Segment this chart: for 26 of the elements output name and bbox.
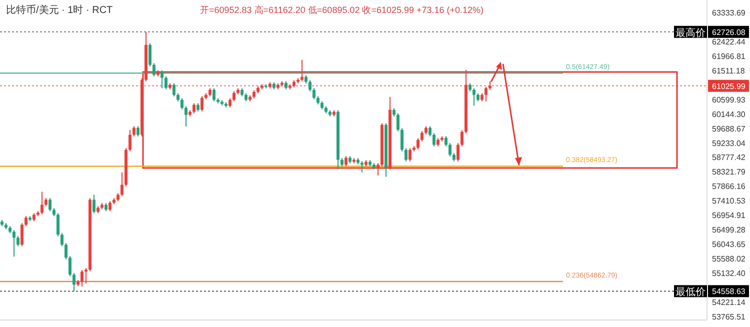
annotation: 开=60952.83 高=61162.20 低=60895.02 收=61025.99 +73.16 (+0.12%) [200,5,484,15]
y-tick-label: 61025.99 [712,82,746,91]
y-tick-label: 59233.04 [712,138,746,148]
y-tick-label: 56043.65 [712,240,746,250]
y-tick-label: 55588.02 [712,254,746,264]
y-tick-label: 54558.63 [712,287,746,296]
y-tick-label: 61966.81 [712,52,746,61]
y-tick-label: 63333.69 [712,8,746,18]
y-tick-label: 55132.40 [712,268,746,278]
y-tick-label: 60599.93 [712,95,746,104]
ref-line-label: 最高价 [676,26,706,39]
y-tick-label: 54221.14 [712,298,746,307]
y-tick-label: 62422.44 [712,38,746,47]
y-tick-label: 56954.91 [712,211,746,220]
y-tick-label: 56499.28 [712,226,746,235]
y-tick-label: 61511.18 [712,66,746,76]
y-tick-label: 53765.51 [712,312,746,322]
y-tick-label: 57410.53 [712,196,746,206]
ref-line-label: 最低价 [676,286,706,298]
text: 比特币/美元 · 1时 · RCT [6,4,113,16]
y-tick-label: 57866.16 [712,182,746,192]
y-tick-label: 60144.30 [712,110,746,119]
y-tick-label: 58777.42 [712,153,746,162]
y-tick-label: 59688.67 [712,124,746,134]
y-tick-label: 58321.79 [712,168,746,177]
y-tick-label: 62726.08 [712,28,746,37]
